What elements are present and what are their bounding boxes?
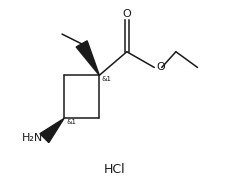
Text: H₂N: H₂N xyxy=(22,133,43,143)
Polygon shape xyxy=(40,118,64,143)
Polygon shape xyxy=(76,41,99,75)
Text: O: O xyxy=(122,9,131,19)
Text: O: O xyxy=(156,62,165,72)
Text: &1: &1 xyxy=(102,76,112,82)
Text: &1: &1 xyxy=(66,119,76,125)
Text: HCl: HCl xyxy=(104,163,126,176)
